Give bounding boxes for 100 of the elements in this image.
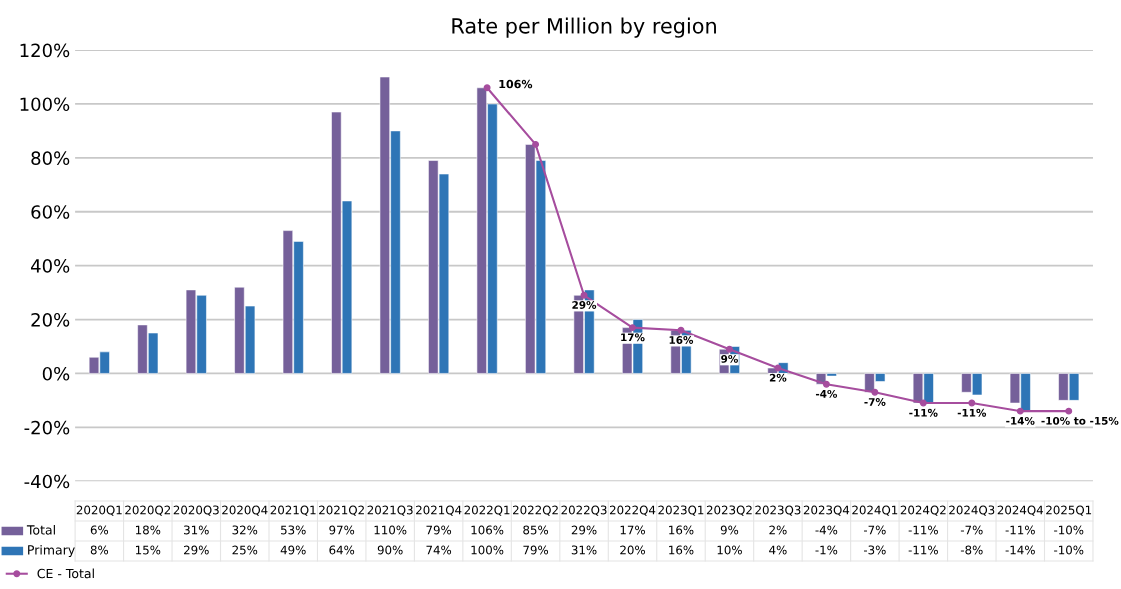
x-tick-label: 2024Q2 [900,505,946,516]
data-label: 15% [135,545,161,555]
y-tick-label: -40% [24,474,70,489]
data-label: 106% [499,79,533,89]
data-label: 8% [90,545,109,555]
legend-label: Primary [28,544,75,558]
point [871,388,879,396]
annotation: -10% to -15% [1041,416,1119,425]
point [919,399,927,407]
point [725,345,733,353]
data-label: -1% [815,545,838,555]
x-tick-label: 2022Q2 [513,505,558,516]
point [677,326,685,334]
x-tick-label: 2025Q1 [1046,505,1092,516]
data-label: -10% [1054,525,1084,535]
x-tick-label: 2024Q3 [949,505,995,516]
data-label: 2% [769,373,787,382]
data-label: 16% [669,525,694,535]
data-label: -4% [815,525,838,535]
y-tick-label: 20% [31,312,70,327]
data-label: -8% [960,545,983,555]
x-tick-label: 2020Q2 [125,505,171,516]
data-label: -7% [863,525,886,535]
point [1016,407,1024,415]
data-label: 17% [621,333,645,342]
chart-title: Rate per Million by region [452,17,716,38]
x-tick-label: 2024Q4 [997,505,1044,516]
data-label: 9% [721,354,738,363]
x-tick-label: 2021Q4 [416,505,462,516]
data-label: 106% [471,525,504,535]
x-tick-label: 2023Q2 [706,505,752,516]
data-label: 85% [523,525,549,535]
data-label: 6% [90,525,109,535]
x-tick-label: 2021Q2 [319,505,364,516]
data-label: 110% [374,525,407,535]
legend-label: Total [26,524,55,535]
data-label: 49% [280,545,306,555]
point [532,140,540,148]
y-tick-label: 0% [42,366,70,381]
y-tick-label: 80% [31,151,70,165]
data-label: 32% [232,525,258,535]
data-label: 90% [377,545,403,555]
data-label: 97% [329,525,355,535]
y-tick-label: 100% [20,97,70,112]
data-label: 9% [720,525,739,535]
x-tick-label: 2023Q1 [658,505,704,516]
point [629,324,636,332]
data-label: -7% [960,525,983,535]
data-label: 29% [571,525,597,535]
data-label: -11% [909,408,938,417]
data-label: 31% [571,545,597,555]
point [1065,407,1073,415]
data-label: 74% [426,545,452,555]
data-label: 53% [281,525,306,535]
data-label: -10% [1054,545,1084,555]
data-label: -3% [863,545,886,555]
point [774,364,782,372]
data-label: 10% [717,545,742,555]
point [968,399,976,407]
x-tick-label: 2020Q3 [173,505,219,516]
data-label: 100% [471,545,504,555]
data-label: 2% [769,525,787,535]
x-tick-label: 2022Q4 [609,505,656,516]
x-tick-label: 2022Q1 [464,505,510,516]
y-tick-label: 60% [31,205,70,219]
x-tick-label: 2020Q4 [222,505,268,516]
data-label: 25% [232,545,258,555]
data-label: 29% [184,545,209,555]
data-label: -11% [957,408,987,417]
data-label: 4% [769,545,787,555]
data-label: -11% [908,525,938,535]
data-label: -11% [908,545,938,555]
x-tick-label: 2023Q4 [803,505,850,516]
y-tick-label: 120% [20,43,70,58]
data-label: 18% [135,525,161,535]
data-label: -14% [1005,545,1035,555]
data-label: 29% [572,301,597,309]
data-label: 64% [329,545,355,555]
legend-label: CE - Total [37,568,94,579]
data-label: 16% [669,336,694,344]
data-label: -14% [1006,416,1035,425]
y-tick-label: 40% [31,259,70,273]
x-tick-label: 2021Q1 [270,505,316,516]
point [580,291,588,299]
data-label: 16% [669,545,694,555]
x-tick-label: 2020Q1 [76,505,122,516]
data-label: 79% [426,525,452,535]
point [483,84,491,92]
data-label: 79% [523,545,549,555]
data-label: -7% [864,398,886,406]
data-label: 20% [620,545,645,555]
y-tick-label: -20% [24,420,70,435]
data-label: 31% [184,525,209,535]
x-tick-label: 2021Q3 [367,505,413,516]
data-label: -4% [815,389,838,398]
x-tick-label: 2023Q3 [755,505,801,516]
x-tick-label: 2022Q3 [561,505,607,516]
x-tick-label: 2024Q1 [852,505,898,516]
point [822,380,830,388]
data-label: 17% [620,525,645,535]
